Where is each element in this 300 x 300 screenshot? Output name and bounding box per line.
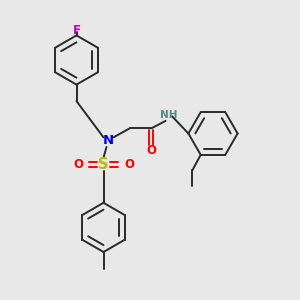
Text: O: O: [73, 158, 83, 171]
Text: N: N: [102, 134, 114, 148]
Text: O: O: [146, 144, 156, 157]
Text: O: O: [124, 158, 134, 171]
Text: NH: NH: [160, 110, 177, 120]
Text: S: S: [98, 157, 109, 172]
Text: F: F: [73, 23, 80, 37]
